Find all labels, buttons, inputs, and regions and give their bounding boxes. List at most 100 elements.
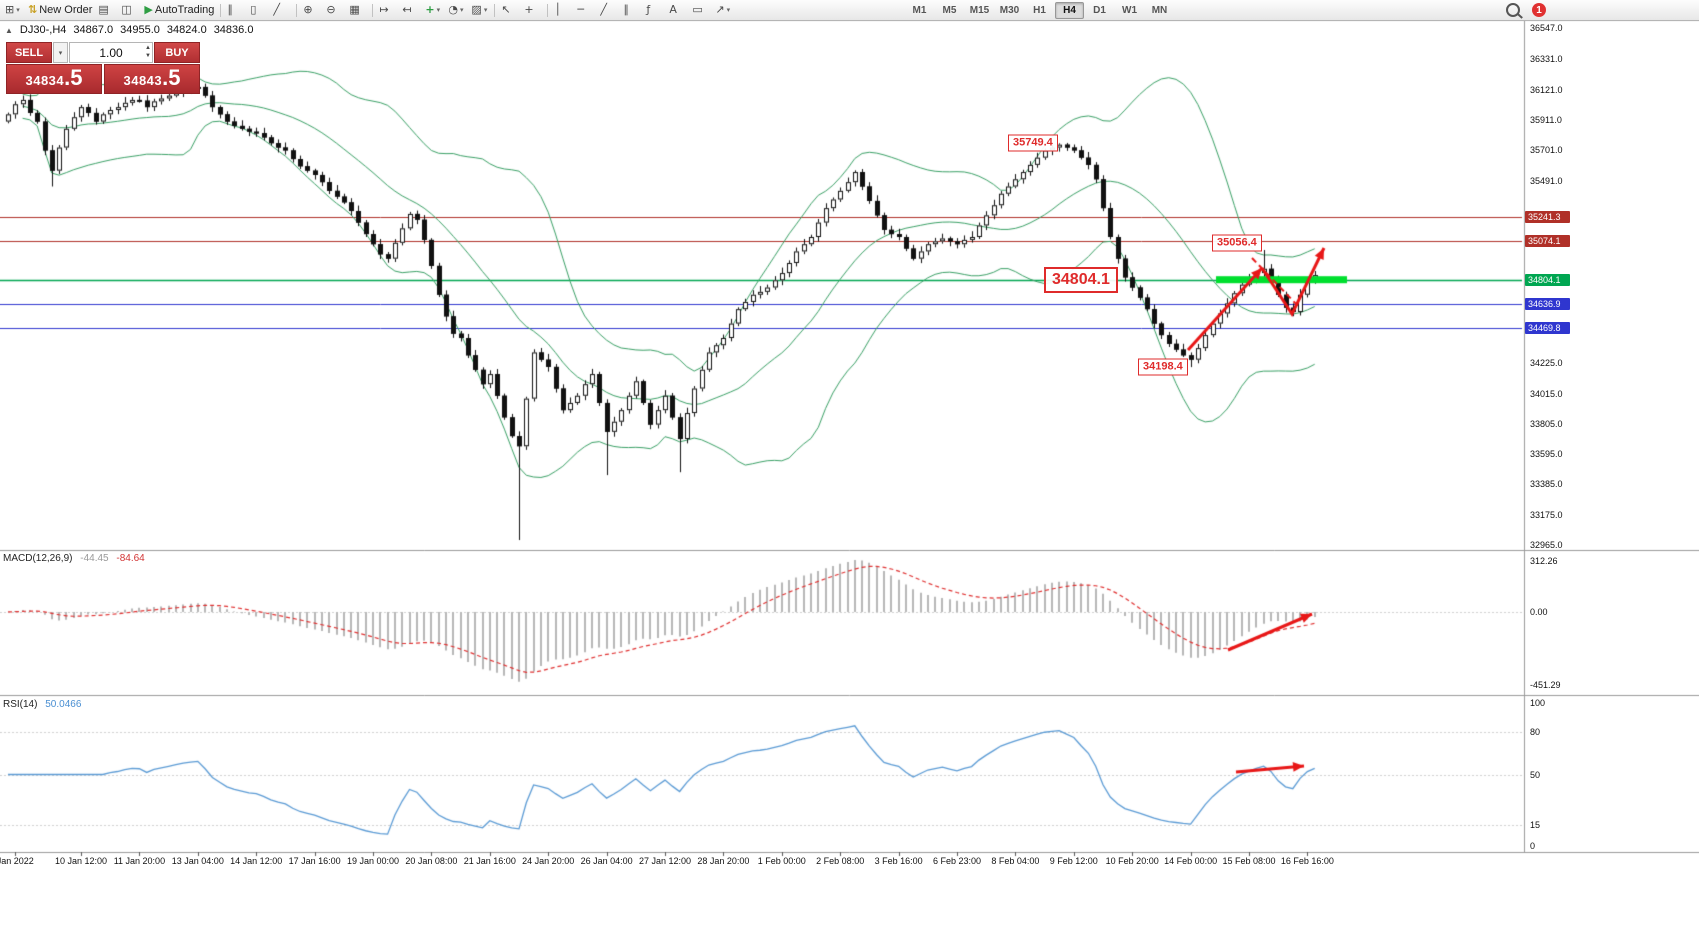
sell-button[interactable]: SELL bbox=[6, 42, 52, 63]
new-order-button-label: New Order bbox=[39, 4, 93, 16]
new-order-icon: ⇅ bbox=[28, 3, 38, 16]
timeframe-m30-button[interactable]: M30 bbox=[999, 4, 1020, 16]
ohlc-low: 34824.0 bbox=[166, 24, 207, 36]
arrows-icon: ↗ bbox=[715, 3, 725, 16]
scripts-icon: ◫ bbox=[121, 3, 132, 16]
text-icon: A bbox=[669, 3, 677, 16]
toolbar-separator bbox=[547, 3, 549, 17]
arrows-button[interactable]: ↗ ▾ bbox=[712, 1, 735, 19]
macd-main-value: -44.45 bbox=[80, 553, 109, 564]
profiles-button[interactable]: ▤ bbox=[95, 1, 118, 19]
tile-windows-button[interactable]: ▦ bbox=[346, 1, 369, 19]
notification-badge[interactable]: 1 bbox=[1532, 3, 1546, 17]
one-click-trading-widget: SELL ▾ 1.00 ▲ ▼ BUY 34834 .5 34843 .5 bbox=[6, 42, 200, 94]
buy-button[interactable]: BUY bbox=[154, 42, 200, 63]
caret-down-icon: ▾ bbox=[483, 7, 488, 14]
fibonacci-button[interactable]: ƒ bbox=[643, 1, 666, 19]
ohlc-close: 34836.0 bbox=[213, 24, 254, 36]
line-chart-button[interactable]: ╱ bbox=[270, 1, 293, 19]
timeframe-m15-button[interactable]: M15 bbox=[969, 4, 990, 16]
toolbar-separator bbox=[220, 3, 222, 17]
symbol-period-label: DJ30-,H4 bbox=[19, 24, 67, 36]
fibonacci-icon: ƒ bbox=[646, 3, 651, 16]
vertical-line-button[interactable]: │ bbox=[551, 1, 574, 19]
indicators-icon: + bbox=[425, 3, 435, 16]
timeframe-d1-button[interactable]: D1 bbox=[1093, 4, 1106, 16]
text-button[interactable]: A bbox=[666, 1, 689, 19]
sell-price-big: .5 bbox=[64, 65, 83, 90]
indicators-button[interactable]: + ▾ bbox=[422, 1, 445, 19]
templates-button[interactable]: ▨ ▾ bbox=[468, 1, 491, 19]
periods-icon: ◔ bbox=[448, 3, 459, 16]
sell-price-button[interactable]: 34834 .5 bbox=[6, 64, 102, 94]
cursor-button[interactable]: ↖ bbox=[498, 1, 521, 19]
trade-widget-top-row: SELL ▾ 1.00 ▲ ▼ BUY bbox=[6, 42, 200, 63]
macd-signal-value: -84.64 bbox=[116, 553, 145, 564]
macd-indicator-label: MACD(12,26,9) -44.45 -84.64 bbox=[3, 553, 145, 564]
timeframe-toolbar: M1 M5 M15 M30 H1 H4 D1 W1 MN bbox=[905, 0, 1174, 20]
timeframe-m1-button[interactable]: M1 bbox=[912, 4, 927, 16]
rsi-indicator-label: RSI(14) 50.0466 bbox=[3, 699, 81, 710]
volume-up-icon[interactable]: ▲ bbox=[145, 45, 151, 51]
new-chart-icon: ⊞ bbox=[5, 3, 15, 16]
zoom-out-button[interactable]: ⊖ bbox=[323, 1, 346, 19]
horizontal-line-button[interactable]: ─ bbox=[574, 1, 597, 19]
scripts-button[interactable]: ◫ bbox=[118, 1, 141, 19]
timeframe-w1-button[interactable]: W1 bbox=[1122, 4, 1137, 16]
timeframe-h4-button[interactable]: H4 bbox=[1055, 1, 1084, 19]
crosshair-icon: + bbox=[524, 3, 534, 16]
label-icon: ▭ bbox=[692, 3, 703, 16]
vertical-line-icon: │ bbox=[554, 3, 562, 16]
bar-chart-icon: ∥ bbox=[227, 3, 233, 16]
candlestick-chart-icon: ▯ bbox=[250, 3, 257, 16]
bar-chart-button[interactable]: ∥ bbox=[224, 1, 247, 19]
candlestick-chart-button[interactable]: ▯ bbox=[247, 1, 270, 19]
rsi-name: RSI(14) bbox=[3, 699, 38, 710]
volume-spinner[interactable]: ▲ ▼ bbox=[145, 44, 151, 60]
volume-dropdown-button[interactable]: ▾ bbox=[53, 42, 68, 63]
caret-down-icon: ▾ bbox=[460, 7, 464, 14]
buy-price-button[interactable]: 34843 .5 bbox=[104, 64, 200, 94]
volume-down-icon[interactable]: ▼ bbox=[145, 53, 151, 59]
zoom-in-button[interactable]: ⊕ bbox=[300, 1, 323, 19]
sell-price-base: 34834 bbox=[25, 73, 65, 88]
new-chart-button[interactable]: ⊞ ▾ bbox=[2, 1, 25, 19]
main-toolbar: ⊞ ▾ ⇅ New Order ▤ ◫ ▶ AutoTrading ∥ ▯ ╱ ⊕ ⊖ ▦ ↦ ↤ + ▾ ◔ ▾ ▨ ▾… bbox=[0, 0, 1699, 21]
label-button[interactable]: ▭ bbox=[689, 1, 712, 19]
auto-scroll-button[interactable]: ↦ bbox=[376, 1, 399, 19]
rsi-value: 50.0466 bbox=[45, 699, 82, 710]
volume-value: 1.00 bbox=[99, 45, 123, 60]
timeframe-h1-button[interactable]: H1 bbox=[1033, 4, 1046, 16]
ohlc-open: 34867.0 bbox=[73, 24, 114, 36]
toolbar-separator bbox=[494, 3, 496, 17]
toolbar-left-group: ⊞ ▾ ⇅ New Order ▤ ◫ ▶ AutoTrading ∥ ▯ ╱ ⊕ ⊖ ▦ ↦ ↤ + ▾ ◔ ▾ ▨ ▾… bbox=[2, 0, 735, 20]
line-chart-icon: ╱ bbox=[273, 3, 281, 16]
chart-shift-button[interactable]: ↤ bbox=[399, 1, 422, 19]
toolbar-separator bbox=[296, 3, 298, 17]
timeframe-mn-button[interactable]: MN bbox=[1151, 4, 1168, 16]
zoom-out-icon: ⊖ bbox=[326, 3, 336, 16]
timeframe-m5-button[interactable]: M5 bbox=[942, 4, 957, 16]
periods-button[interactable]: ◔ ▾ bbox=[445, 1, 468, 19]
new-order-button[interactable]: ⇅ New Order bbox=[25, 1, 95, 19]
ohlc-high: 34955.0 bbox=[120, 24, 160, 36]
toolbar-right-group: 1 bbox=[1506, 0, 1546, 20]
crosshair-button[interactable]: + bbox=[521, 1, 544, 19]
horizontal-line-icon: ─ bbox=[577, 3, 585, 16]
channel-icon: ∥ bbox=[623, 3, 629, 16]
volume-input[interactable]: 1.00 ▲ ▼ bbox=[69, 42, 153, 63]
autotrading-button[interactable]: ▶ AutoTrading bbox=[141, 1, 217, 19]
chart-shift-icon: ↤ bbox=[402, 3, 412, 16]
one-click-toggle-icon[interactable]: ▲ bbox=[5, 25, 13, 35]
trendline-icon: ╱ bbox=[600, 3, 608, 16]
channel-button[interactable]: ∥ bbox=[620, 1, 643, 19]
search-icon[interactable] bbox=[1506, 3, 1520, 17]
buy-price-big: .5 bbox=[162, 65, 181, 90]
buy-price-base: 34843 bbox=[123, 73, 163, 88]
macd-name: MACD(12,26,9) bbox=[3, 553, 73, 564]
trendline-button[interactable]: ╱ bbox=[597, 1, 620, 19]
auto-scroll-icon: ↦ bbox=[379, 3, 389, 16]
templates-icon: ▨ bbox=[471, 3, 482, 16]
